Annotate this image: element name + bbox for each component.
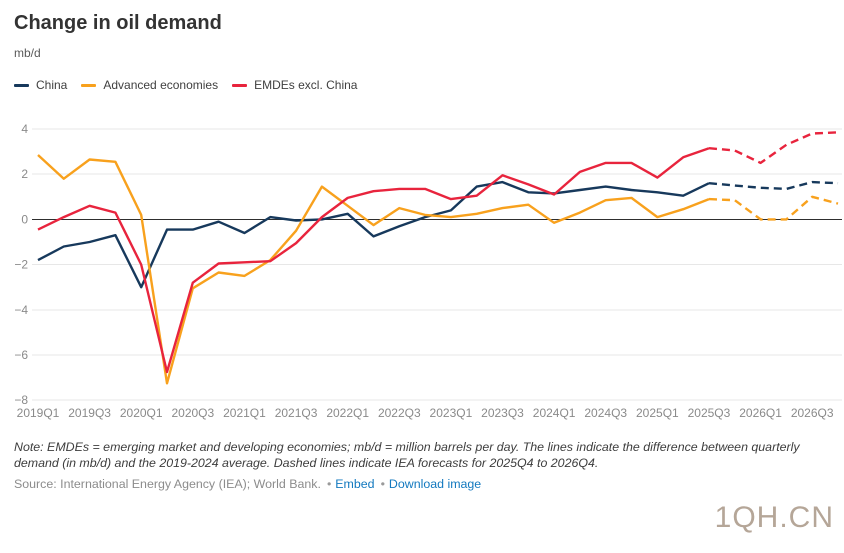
y-axis-labels: 4 2 0 −2 −4 −6 −8 <box>14 122 28 407</box>
legend-label: Advanced economies <box>103 78 219 92</box>
svg-text:2023Q1: 2023Q1 <box>430 406 473 420</box>
svg-text:2025Q3: 2025Q3 <box>688 406 731 420</box>
svg-text:2021Q3: 2021Q3 <box>275 406 318 420</box>
svg-text:2019Q1: 2019Q1 <box>17 406 60 420</box>
gridlines <box>32 128 842 401</box>
svg-text:2020Q1: 2020Q1 <box>120 406 163 420</box>
svg-text:2026Q1: 2026Q1 <box>739 406 782 420</box>
svg-text:4: 4 <box>21 122 28 136</box>
svg-text:2020Q3: 2020Q3 <box>171 406 214 420</box>
svg-text:2019Q3: 2019Q3 <box>68 406 111 420</box>
svg-text:2022Q3: 2022Q3 <box>378 406 421 420</box>
embed-link[interactable]: Embed <box>335 477 375 491</box>
source-label: Source: International Energy Agency (IEA… <box>14 477 321 491</box>
y-axis-units-label: mb/d <box>14 46 41 60</box>
download-image-link[interactable]: Download image <box>388 477 482 491</box>
svg-text:−6: −6 <box>14 348 28 362</box>
svg-text:−8: −8 <box>14 393 28 407</box>
svg-text:2026Q3: 2026Q3 <box>791 406 834 420</box>
svg-text:0: 0 <box>21 212 28 226</box>
emdes-line-swatch-icon <box>232 83 248 87</box>
advanced-economies-line-swatch-icon <box>81 83 97 87</box>
svg-text:2023Q3: 2023Q3 <box>481 406 524 420</box>
china-line-swatch-icon <box>14 83 29 87</box>
watermark: 1QH.CN <box>714 501 834 534</box>
legend-item-emdes-excl-china[interactable]: EMDEs excl. China <box>232 78 357 92</box>
legend: China Advanced economies EMDEs excl. Chi… <box>14 78 357 92</box>
series-lines <box>37 131 839 385</box>
bullet-separator: • <box>326 477 332 491</box>
svg-text:−4: −4 <box>14 303 28 317</box>
svg-text:2021Q1: 2021Q1 <box>223 406 266 420</box>
svg-text:2024Q3: 2024Q3 <box>584 406 627 420</box>
svg-text:2: 2 <box>21 167 28 181</box>
svg-text:2022Q1: 2022Q1 <box>326 406 369 420</box>
chart-note: Note: EMDEs = emerging market and develo… <box>14 440 800 470</box>
svg-text:−2: −2 <box>14 258 28 272</box>
bullet-separator: • <box>380 477 385 491</box>
page-title: Change in oil demand <box>14 12 222 34</box>
legend-label: EMDEs excl. China <box>254 78 358 92</box>
chart-plot-area[interactable]: 4 2 0 −2 −4 −6 −8 2019Q1 2019Q3 2020Q1 2020Q3 2021Q… <box>0 112 844 424</box>
x-axis-labels: 2019Q1 2019Q3 2020Q1 2020Q3 2021Q1 2021Q3 2022… <box>17 406 834 420</box>
svg-text:2025Q1: 2025Q1 <box>636 406 679 420</box>
legend-label: China <box>36 78 68 92</box>
legend-item-china[interactable]: China <box>14 78 67 92</box>
source-row: Source: International Energy Agency (IEA… <box>14 477 481 491</box>
svg-text:2024Q1: 2024Q1 <box>533 406 576 420</box>
legend-item-advanced-economies[interactable]: Advanced economies <box>81 78 218 92</box>
